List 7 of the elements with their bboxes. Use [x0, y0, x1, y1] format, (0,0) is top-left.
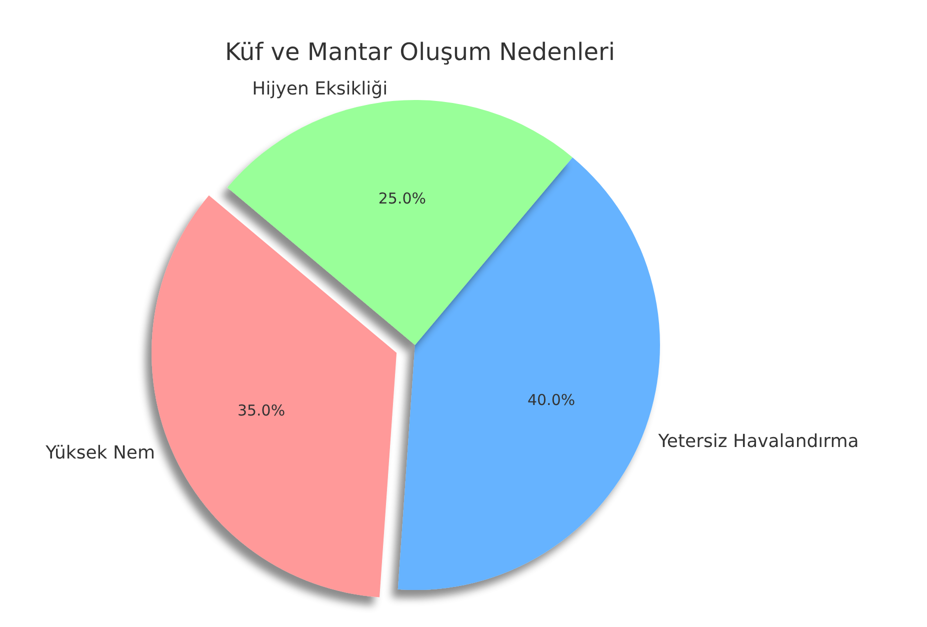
slice-label: Hijyen Eksikliği — [252, 78, 388, 100]
data-label: 35.0% — [237, 401, 286, 420]
slice-label: Yüksek Nem — [44, 442, 156, 464]
data-label: 25.0% — [378, 190, 426, 208]
slice-label: Yetersiz Havalandırma — [657, 430, 859, 452]
chart-title: Küf ve Mantar Oluşum Nedenleri — [224, 38, 616, 66]
data-label: 40.0% — [527, 391, 576, 410]
